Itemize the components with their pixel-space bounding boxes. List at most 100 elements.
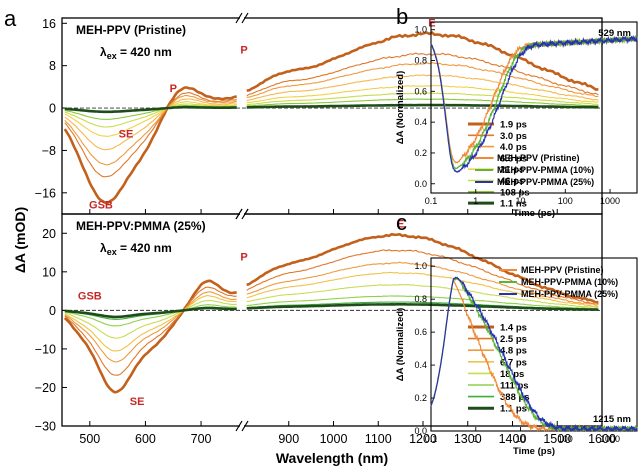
spectrum-4.8-ps — [64, 261, 599, 363]
panel-title: MEH-PPV:PMMA (25%) — [76, 219, 206, 233]
legend-label: 4.0 ps — [500, 142, 527, 153]
annotation-p: P — [170, 83, 177, 95]
legend-label: 21 ps — [500, 165, 524, 176]
x-tick-label: 1500 — [543, 432, 571, 446]
probe-wavelength: 1215 nm — [593, 414, 631, 425]
y-tick-label: 0.0 — [414, 179, 427, 189]
y-tick-label: −10 — [35, 342, 56, 356]
legend-label: MEH-PPV-PMMA (10%) — [497, 165, 594, 175]
spectra-plot-2: −30 −20 −10 0 10 20 E P GSB SE MEH-PPV:PMMA (25%) λ… — [35, 208, 603, 434]
y-tick-label: −30 — [35, 420, 56, 434]
x-tick-label: 100 — [558, 434, 573, 444]
annotation-e: E — [428, 17, 435, 29]
panel-label-b: b — [396, 4, 408, 29]
legend-label: 3.0 ps — [500, 131, 527, 142]
x-axis-title: Wavelength (nm) — [276, 450, 388, 466]
spectrum-46-ps — [64, 92, 599, 128]
y-tick-label: 8 — [49, 59, 56, 73]
panel-title: MEH-PPV (Pristine) — [76, 23, 186, 37]
x-tick-label: 700 — [191, 432, 212, 446]
panel-a: a −16 −8 0 8 16 E P P SE GSB MEH-PPV (Pristine) λex … — [4, 6, 616, 466]
spectrum-21-ps — [64, 84, 599, 137]
kinetic-trace-3 — [430, 276, 638, 433]
axis-break-gap — [240, 16, 244, 216]
x-tick-label: 500 — [79, 432, 100, 446]
panel-b: b 0.0 0.2 0.4 0.6 0.8 1.0 0.1 1 10 100 1000 Time (ps… — [395, 4, 638, 219]
y-tick-label: −16 — [35, 186, 56, 200]
y-axis-title: ΔA (mOD) — [12, 207, 28, 273]
legend-label: 111 ps — [500, 381, 529, 392]
y-tick-label: 0 — [49, 304, 56, 318]
legend-label: MEH-PPV-PMMA (25%) — [497, 177, 594, 187]
legend-label: 4.8 ps — [500, 346, 527, 357]
y-tick-label: 10 — [42, 265, 56, 279]
x-tick-label: 1 — [473, 434, 478, 444]
x-tick-label: 0.1 — [425, 434, 438, 444]
legend-label: 1.1 ns — [500, 199, 527, 210]
spectrum-1.1-ns — [64, 103, 599, 114]
x-axis-title: Time (ps) — [513, 208, 555, 219]
y-tick-label: 0.6 — [414, 86, 427, 96]
panel-c: c 0.0 0.2 0.4 0.6 0.8 1.0 0.1 1 10 100 1000 Time (ps… — [395, 210, 638, 457]
excitation-wavelength: λex = 420 nm — [100, 45, 172, 61]
spectrum-4.0-ps — [64, 62, 599, 166]
legend-label: 1.9 ps — [500, 120, 527, 131]
panel-label-a: a — [4, 6, 17, 31]
spectrum-111-ps — [64, 295, 599, 327]
spectrum-1.9-ps — [63, 31, 599, 205]
legend-label: 1.1 ps — [500, 404, 527, 415]
y-tick-label: −20 — [35, 381, 56, 395]
legend-label: 2.5 ps — [500, 334, 527, 345]
axis-break-mark — [235, 420, 243, 432]
y-tick-label: 0.2 — [414, 393, 427, 403]
legend-label: MEH-PPV-PMMA (25%) — [521, 289, 618, 299]
spectrum-6.6-ps — [64, 74, 599, 151]
annotation-se: SE — [130, 396, 145, 408]
y-axis-title: ΔA (Normalized) — [395, 71, 406, 145]
annotation-se: SE — [119, 129, 134, 141]
spectra-plot-1: −16 −8 0 8 16 E P P SE GSB MEH-PPV (Pristine) λex =… — [35, 12, 603, 220]
y-tick-label: 0.4 — [414, 117, 427, 127]
y-tick-label: 16 — [42, 17, 56, 31]
y-tick-label: 20 — [42, 227, 56, 241]
x-axis-title: Time (ps) — [513, 446, 555, 457]
plot-frame — [430, 257, 638, 432]
y-tick-label: 0.8 — [414, 56, 427, 66]
y-tick-label: 0.4 — [414, 360, 427, 370]
x-tick-label: 10 — [516, 434, 526, 444]
y-tick-label: 0.0 — [414, 426, 427, 436]
annotation-e: E — [397, 218, 404, 230]
x-tick-label: 1000 — [600, 434, 620, 444]
excitation-wavelength: λex = 420 nm — [100, 241, 172, 257]
annotation-gsb: GSB — [89, 200, 113, 212]
spectrum-18-ps — [64, 284, 599, 339]
probe-wavelength: 529 nm — [598, 28, 631, 39]
axis-break-gap — [240, 212, 244, 428]
spectrum-2.5-ps — [64, 249, 599, 376]
x-tick-label: 1 — [473, 196, 478, 206]
legend-label: 6.7 ps — [500, 357, 527, 368]
y-axis-title: ΔA (Normalized) — [395, 308, 406, 382]
legend-label: MEH-PPV (Pristine) — [497, 153, 580, 163]
x-tick-label: 1200 — [409, 432, 437, 446]
x-tick-label: 0.1 — [425, 196, 438, 206]
spectrum-6.7-ps — [64, 271, 599, 352]
x-tick-label: 1400 — [499, 432, 527, 446]
legend-label: 1.4 ps — [500, 323, 527, 334]
axis-break-mark — [235, 12, 243, 24]
y-tick-label: 1.0 — [414, 25, 427, 35]
x-tick-label: 1300 — [454, 432, 482, 446]
axis-break-mark — [241, 208, 249, 220]
y-tick-label: 0.2 — [414, 148, 427, 158]
x-tick-label: 1600 — [588, 432, 616, 446]
x-tick-label: 100 — [558, 196, 573, 206]
legend-label: 6.6 ps — [500, 153, 527, 164]
plot-frame — [430, 21, 638, 194]
y-tick-label: 0 — [49, 102, 56, 116]
x-tick-label: 1000 — [600, 196, 620, 206]
axis-break-mark — [241, 12, 249, 24]
y-tick-label: 1.0 — [414, 261, 427, 271]
x-tick-label: 10 — [516, 196, 526, 206]
plot-frame — [61, 213, 603, 427]
